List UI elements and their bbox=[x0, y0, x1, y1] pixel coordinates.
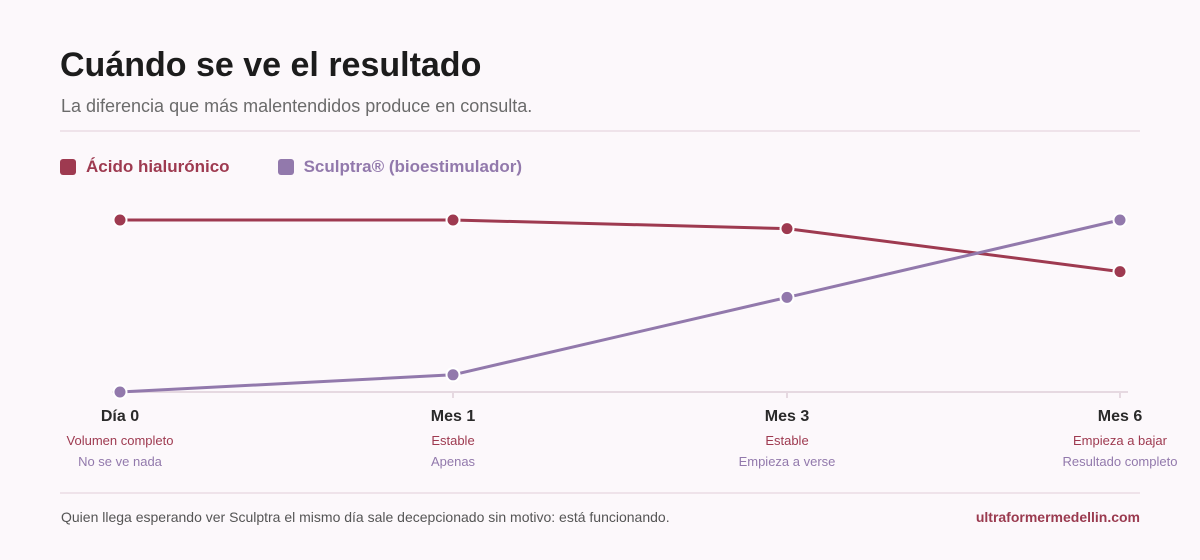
data-annotation-0: Empieza a bajar bbox=[1073, 433, 1168, 448]
footer-brand-link[interactable]: ultraformermedellin.com bbox=[975, 509, 1140, 525]
data-annotation-0: Estable bbox=[431, 433, 474, 448]
page-title: Cuándo se ve el resultado bbox=[60, 46, 482, 84]
x-tick-label: Mes 3 bbox=[765, 408, 810, 425]
legend-label-sculptra: Sculptra® (bioestimulador) bbox=[303, 157, 522, 176]
page-subtitle: La diferencia que más malentendidos prod… bbox=[61, 96, 533, 116]
data-annotation-1: No se ve nada bbox=[78, 454, 163, 469]
chart-legend: Ácido hialurónico Sculptra® (bioestimula… bbox=[60, 157, 570, 177]
data-annotation-0: Volumen completo bbox=[67, 433, 174, 448]
data-annotation-0: Estable bbox=[765, 433, 808, 448]
data-point-0 bbox=[779, 221, 795, 237]
footer-divider bbox=[60, 492, 1140, 494]
legend-swatch-sculptra bbox=[277, 159, 294, 175]
data-point-1 bbox=[1112, 212, 1128, 228]
series-line-0 bbox=[120, 218, 1121, 274]
header-divider bbox=[60, 130, 1140, 132]
legend-swatch-ah bbox=[60, 159, 76, 175]
legend-item-sculptra: Sculptra® (bioestimulador) bbox=[277, 157, 522, 177]
data-point-1 bbox=[112, 384, 128, 400]
legend-item-ah: Ácido hialurónico bbox=[60, 157, 230, 177]
series-line-1 bbox=[119, 218, 1121, 394]
legend-label-ah: Ácido hialurónico bbox=[86, 157, 230, 176]
x-tick-label: Día 0 bbox=[101, 408, 139, 425]
data-point-1 bbox=[779, 289, 795, 305]
x-tick-label: Mes 1 bbox=[431, 408, 476, 425]
data-point-0 bbox=[112, 212, 128, 228]
x-tick-label: Mes 6 bbox=[1098, 408, 1143, 425]
data-annotation-1: Apenas bbox=[431, 454, 476, 469]
data-annotation-1: Resultado completo bbox=[1063, 454, 1178, 469]
data-annotation-1: Empieza a verse bbox=[739, 454, 836, 469]
footer-note: Quien llega esperando ver Sculptra el mi… bbox=[61, 509, 670, 525]
data-point-0 bbox=[1112, 264, 1128, 280]
data-point-0 bbox=[445, 212, 461, 228]
data-point-1 bbox=[445, 367, 461, 383]
